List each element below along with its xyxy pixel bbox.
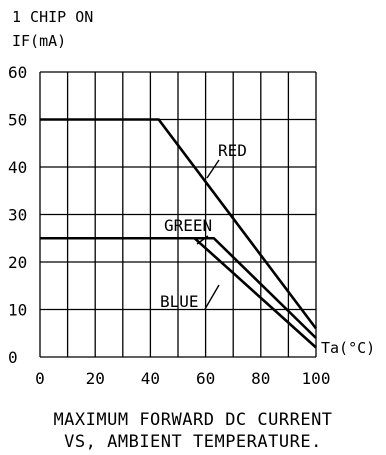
caption-line-2: VS, AMBIENT TEMPERATURE.	[64, 432, 322, 452]
chart-title-line-2: IF(mA)	[12, 32, 66, 50]
leader-line-green	[196, 235, 209, 245]
x-axis-label: Ta(°C)	[321, 339, 375, 357]
leader-line-red	[206, 159, 220, 179]
chart-labels: 0 10 20 30 40 50 60 0 20 40 60 80 100 1 CHIP ON IF(mA)…	[8, 8, 375, 388]
x-tick-label: 20	[86, 369, 105, 388]
x-tick-label: 80	[251, 369, 270, 388]
series-line-blue	[40, 236, 317, 349]
x-tick-label: 100	[302, 369, 331, 388]
y-tick-label: 0	[8, 348, 18, 367]
y-tick-label: 10	[8, 301, 27, 320]
x-tick-label: 60	[196, 369, 215, 388]
y-tick-label: 60	[8, 63, 27, 82]
y-tick-label: 50	[8, 111, 27, 130]
y-tick-label: 30	[8, 206, 27, 225]
forward-current-chart: 0 10 20 30 40 50 60 0 20 40 60 80 100 1 CHIP ON IF(mA)…	[8, 8, 375, 388]
series-lines	[40, 118, 318, 349]
series-label-red: RED	[218, 141, 247, 160]
series-line-red	[40, 118, 318, 330]
y-tick-label: 20	[8, 253, 27, 272]
y-tick-label: 40	[8, 158, 27, 177]
leader-line-blue	[204, 284, 220, 310]
series-label-green: GREEN	[164, 216, 212, 235]
series-label-blue: BLUE	[160, 292, 199, 311]
chart-title-line-1: 1 CHIP ON	[12, 8, 93, 26]
x-tick-label: 0	[35, 369, 45, 388]
chart-grid	[39, 71, 317, 358]
x-tick-label: 40	[141, 369, 160, 388]
caption-line-1: MAXIMUM FORWARD DC CURRENT	[53, 410, 333, 430]
